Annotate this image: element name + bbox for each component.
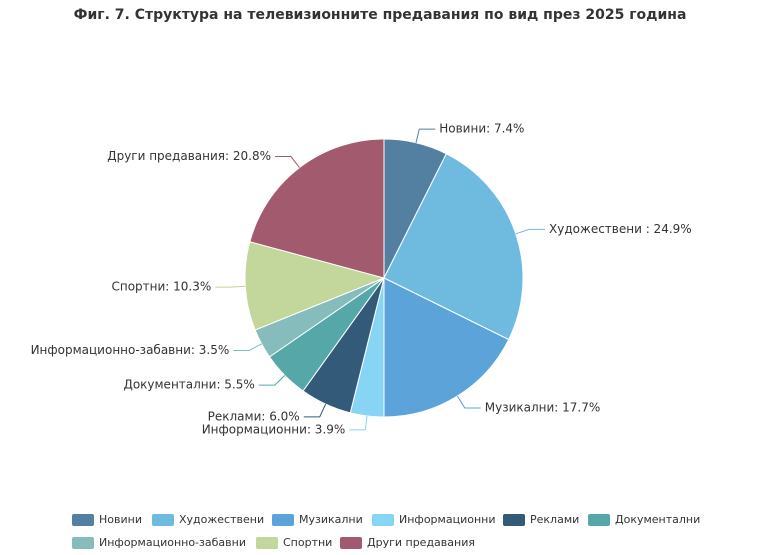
leader-line <box>415 128 436 143</box>
data-label: Документални: 5.5% <box>123 378 254 392</box>
data-label: Художествени : 24.9% <box>549 222 692 236</box>
leader-line <box>233 343 262 351</box>
pie-slice <box>249 138 385 279</box>
legend-swatch <box>256 537 278 549</box>
leader-line <box>456 395 481 409</box>
legend-label: Реклами <box>530 513 579 526</box>
legend-label: Други предавания <box>367 536 475 549</box>
pie-slice <box>244 241 386 331</box>
legend-label: Информационно-забавни <box>99 536 246 549</box>
data-label: Информационно-забавни: 3.5% <box>31 343 230 357</box>
chart-title: Фиг. 7. Структура на телевизионните пред… <box>74 7 687 23</box>
leader-line <box>349 415 368 431</box>
data-label: Други предавания: 20.8% <box>107 149 271 163</box>
data-label: Реклами: 6.0% <box>208 409 300 423</box>
leader-line <box>215 285 246 288</box>
leader-line <box>515 228 546 235</box>
legend-swatch <box>152 514 174 526</box>
legend-swatch <box>272 514 294 526</box>
legend-label: Документални <box>615 513 700 526</box>
legend-label: Спортни <box>283 536 332 549</box>
leader-line <box>258 375 286 386</box>
legend-label: Музикални <box>299 513 363 526</box>
legend-label: Художествени <box>179 513 264 526</box>
pie-slice <box>383 277 510 418</box>
legend-swatch <box>72 514 94 526</box>
legend-swatch <box>340 537 362 549</box>
leader-line <box>274 156 300 168</box>
data-label: Музикални: 17.7% <box>485 400 601 414</box>
pie-slice <box>383 153 524 341</box>
legend-label: Информационни <box>399 513 495 526</box>
legend-swatch <box>372 514 394 526</box>
legend-swatch <box>72 537 94 549</box>
legend-label: Новини <box>99 513 142 526</box>
leader-line <box>303 403 327 418</box>
data-label: Новини: 7.4% <box>439 122 524 136</box>
data-label: Информационни: 3.9% <box>202 422 346 436</box>
data-label: Спортни: 10.3% <box>111 280 211 294</box>
legend-swatch <box>588 514 610 526</box>
legend-swatch <box>503 514 525 526</box>
